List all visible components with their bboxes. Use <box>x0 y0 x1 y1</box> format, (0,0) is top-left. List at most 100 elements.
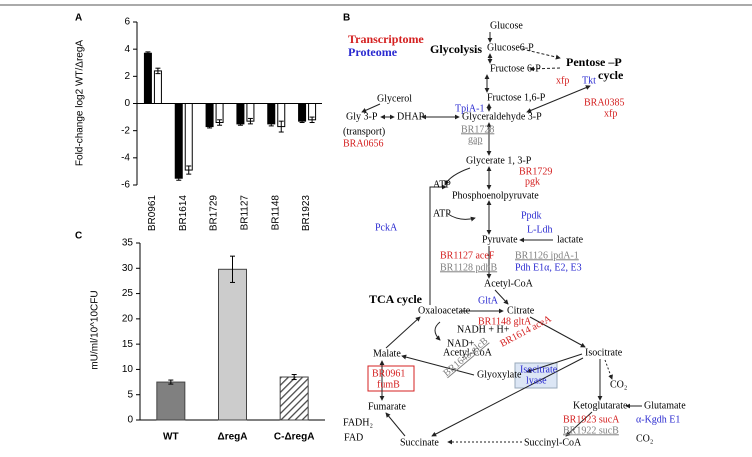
pathway-label: Glutamate <box>644 400 686 411</box>
x-tick-label: WT <box>163 432 179 443</box>
y-tick-label: -2 <box>121 125 130 136</box>
x-tick-label: BR0961 <box>147 195 158 232</box>
bar <box>174 103 183 179</box>
y-tick-label: 5 <box>127 389 133 400</box>
pathway-label: Citrate <box>507 305 535 316</box>
pathway-label: DHAP <box>397 111 425 122</box>
pathway-label: GltA <box>478 295 499 306</box>
pathway-label: Acetyl-CoA <box>443 347 493 358</box>
y-tick-label: 10 <box>122 364 134 375</box>
y-tick-label: 2 <box>124 71 130 82</box>
pathway-label: L-Ldh <box>527 224 553 235</box>
pathway-arrows <box>361 32 642 445</box>
x-tick-label: C-ΔregA <box>274 432 315 443</box>
pathway-label: BR1922 sucB <box>563 425 619 436</box>
pathway-label: Ketoglutarate <box>573 400 628 411</box>
pathway-label: Glucose <box>490 20 523 31</box>
bar <box>236 103 245 125</box>
bar <box>205 103 214 128</box>
pathway-label: (transport) <box>343 126 385 137</box>
panel-label: A <box>75 13 82 24</box>
pathway-label: Glyoxylate <box>477 369 522 380</box>
x-tick-label: BR1614 <box>178 195 189 232</box>
pathway-label: NADH + H+ <box>457 324 510 335</box>
panel-label: B <box>343 13 350 24</box>
pathway-label: FADH₂ <box>343 417 373 428</box>
pathway-label: α-Kgdh E1 <box>636 414 680 425</box>
pathway-label: BRA0656 <box>343 138 384 149</box>
pathway-label: ATP <box>433 208 451 219</box>
pathway-label: lactate <box>557 234 584 245</box>
pathway-label: Oxaloacetate <box>418 305 471 316</box>
pathway-label: Fructose 6-P <box>490 63 541 74</box>
pathway-label: cycle <box>598 68 624 82</box>
pathway-label: Glycolysis <box>430 42 482 56</box>
pathway-label: TCA cycle <box>369 292 423 306</box>
x-tick-label: BR1127 <box>240 195 251 231</box>
x-tick-label: ΔregA <box>218 432 248 443</box>
bar <box>279 376 309 421</box>
pathway-label: Ppdk <box>521 210 542 221</box>
pathway-label: Pentose –P <box>566 55 622 69</box>
pathway-label: CO₂ <box>610 379 627 390</box>
bar <box>218 268 247 421</box>
bar <box>298 103 307 122</box>
x-tick-label: BR1148 <box>270 195 281 231</box>
y-tick-label: 6 <box>124 17 130 28</box>
pathway-label: Succinate <box>400 437 439 448</box>
pathway-label: BR1127 aceF <box>440 250 495 261</box>
pathway-label: BR1729 <box>519 166 552 177</box>
bar <box>143 52 152 104</box>
pathway-label: BR1728 <box>461 124 494 135</box>
x-tick-label: BR1923 <box>301 195 312 232</box>
y-tick-label: 0 <box>127 415 133 426</box>
pathway-label: Fumarate <box>368 401 406 412</box>
pathway-label: lyase <box>526 375 547 386</box>
bar <box>156 381 186 421</box>
charts: A Fold-change log2 WT/ΔregA -6 -4 -2 0 2 4 6 BR09… <box>75 13 325 443</box>
pathway-label: ATP <box>433 179 451 190</box>
y-tick-label: -4 <box>121 152 130 163</box>
bar <box>267 103 276 125</box>
pathway-label: Proteome <box>348 45 398 59</box>
panel-label: C <box>75 231 82 242</box>
pathway-label: BRA0385 <box>584 97 625 108</box>
pathway-label: gap <box>468 134 482 145</box>
y-tick-label: -6 <box>121 180 130 191</box>
pathway-label: Pyruvate <box>482 234 518 245</box>
pathway-label: BR1126 ipdA-1 <box>515 250 579 261</box>
pathway-label: Isocitrate <box>520 364 558 375</box>
pathway-label: pgk <box>525 176 540 187</box>
bar <box>153 70 162 104</box>
pathway-label: Acetyl-CoA <box>484 278 534 289</box>
pathway-label: Succinyl-CoA <box>524 437 582 448</box>
pathway-label: BR0961 <box>372 368 405 379</box>
pathway-label: fumB <box>377 379 400 390</box>
y-tick-label: 4 <box>124 44 130 55</box>
pathway-label: Transcriptome <box>348 32 424 46</box>
pathway-label: Glycerate 1, 3-P <box>466 155 532 166</box>
y-tick-label: 0 <box>124 98 130 109</box>
box <box>367 365 415 392</box>
pathway-label: BR1148 gltA <box>478 316 532 327</box>
pathway-label: BR1923 sucA <box>563 414 620 425</box>
y-tick-label: 35 <box>122 238 134 249</box>
pathway-label: PckA <box>375 222 398 233</box>
pathway-label: Glucose6-P <box>487 42 534 53</box>
pathway-label: Tkt <box>582 75 596 86</box>
pathway-label: Phosphoenolpyruvate <box>452 190 539 201</box>
y-tick-label: 15 <box>122 339 134 350</box>
y-tick-label: 20 <box>122 313 134 324</box>
pathway-label: Glycerol <box>377 93 412 104</box>
y-tick-label: 30 <box>122 263 134 274</box>
pathway-label: Isocitrate <box>585 347 623 358</box>
pathway-label: Malate <box>373 348 401 359</box>
pathway-label: Fructose 1,6-P <box>487 92 546 103</box>
pathway-label: xfp <box>604 108 617 119</box>
pathway-label: FAD <box>344 432 363 443</box>
pathway-label: CO₂ <box>636 433 653 444</box>
y-axis-label: Fold-change log2 WT/ΔregA <box>75 40 86 167</box>
pathway-label: TpiA-1 <box>455 103 484 114</box>
pathway-label: xfp <box>556 75 569 86</box>
